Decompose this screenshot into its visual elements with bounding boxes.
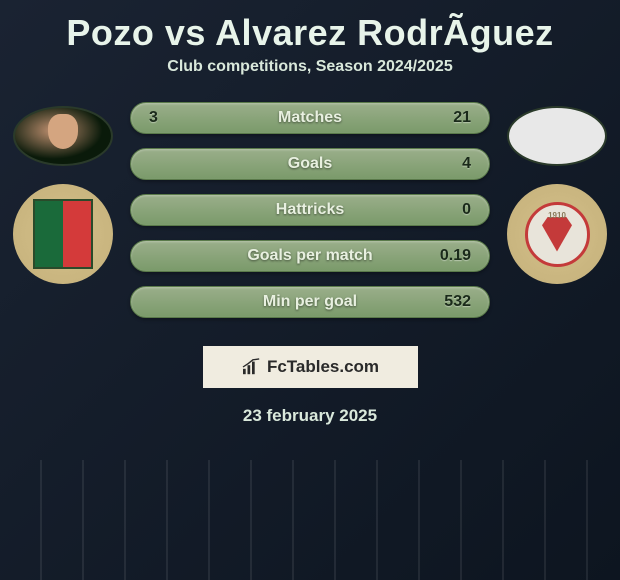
stat-right-value: 0.19 bbox=[440, 247, 471, 265]
stat-right-value: 4 bbox=[462, 155, 471, 173]
stat-row-matches: 3 Matches 21 bbox=[130, 102, 490, 134]
stats-column: 3 Matches 21 Goals 4 Hattricks 0 Goals p… bbox=[130, 92, 490, 318]
stat-label: Hattricks bbox=[276, 201, 344, 219]
background-pattern bbox=[0, 460, 620, 580]
brand-logo-box: FcTables.com bbox=[203, 346, 418, 388]
stat-right-value: 21 bbox=[453, 109, 471, 127]
brand-name: FcTables.com bbox=[267, 357, 379, 377]
player-photo-right bbox=[507, 106, 607, 166]
left-player-col bbox=[8, 92, 118, 284]
stat-row-goals: Goals 4 bbox=[130, 148, 490, 180]
stat-row-min-per-goal: Min per goal 532 bbox=[130, 286, 490, 318]
stat-row-hattricks: Hattricks 0 bbox=[130, 194, 490, 226]
stat-right-value: 532 bbox=[444, 293, 471, 311]
date-label: 23 february 2025 bbox=[0, 406, 620, 426]
page-title: Pozo vs Alvarez RodrÃ­guez bbox=[0, 0, 620, 58]
stat-label: Goals bbox=[288, 155, 332, 173]
team-badge-left bbox=[13, 184, 113, 284]
stat-left-value: 3 bbox=[149, 109, 158, 127]
comparison-row: 3 Matches 21 Goals 4 Hattricks 0 Goals p… bbox=[0, 92, 620, 318]
subtitle: Club competitions, Season 2024/2025 bbox=[0, 58, 620, 92]
team-badge-right-shield bbox=[525, 202, 590, 267]
stat-row-goals-per-match: Goals per match 0.19 bbox=[130, 240, 490, 272]
stat-label: Matches bbox=[278, 109, 342, 127]
stat-label: Goals per match bbox=[247, 247, 372, 265]
chart-icon bbox=[241, 358, 263, 376]
player-photo-left bbox=[13, 106, 113, 166]
right-player-col bbox=[502, 92, 612, 284]
stat-right-value: 0 bbox=[462, 201, 471, 219]
team-badge-right bbox=[507, 184, 607, 284]
team-badge-left-shield bbox=[33, 199, 93, 269]
stat-label: Min per goal bbox=[263, 293, 357, 311]
